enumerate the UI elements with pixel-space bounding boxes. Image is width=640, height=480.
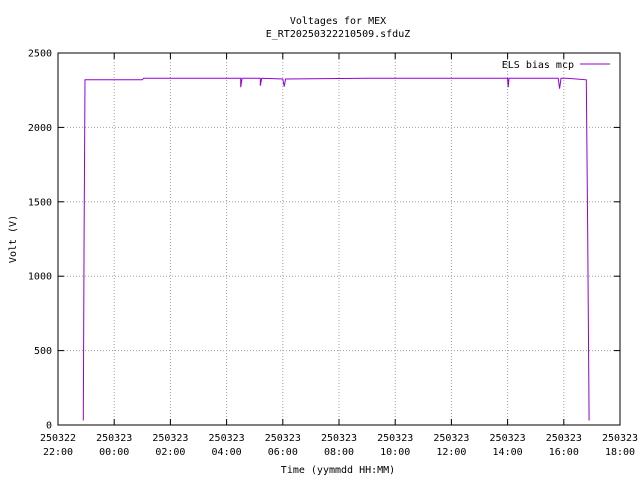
y-axis-ticks: 0 500 1000 1500 2000 2500 xyxy=(28,49,620,432)
x-tick-date-label: 250323 xyxy=(209,433,245,444)
x-tick-date-label: 250323 xyxy=(265,433,301,444)
series-line xyxy=(82,77,590,421)
x-tick-date-label: 250323 xyxy=(152,433,188,444)
series-group xyxy=(82,77,590,421)
x-tick-date-label: 250323 xyxy=(377,433,413,444)
x-tick-time-label: 10:00 xyxy=(380,447,410,458)
x-tick-date-label: 250323 xyxy=(490,433,526,444)
chart-subtitle: E_RT20250322210509.sfduZ xyxy=(266,29,411,40)
x-tick-time-label: 08:00 xyxy=(324,447,354,458)
grid xyxy=(58,53,620,425)
x-tick-date-label: 250323 xyxy=(546,433,582,444)
x-tick-time-label: 02:00 xyxy=(155,447,185,458)
x-tick-date-label: 250323 xyxy=(96,433,132,444)
y-tick-label: 0 xyxy=(46,421,52,432)
legend-label: ELS bias mcp xyxy=(502,60,574,71)
x-tick-time-label: 06:00 xyxy=(268,447,298,458)
x-tick-time-label: 18:00 xyxy=(605,447,635,458)
x-tick-time-label: 16:00 xyxy=(549,447,579,458)
x-tick-time-label: 14:00 xyxy=(493,447,523,458)
x-tick-time-label: 12:00 xyxy=(436,447,466,458)
y-tick-label: 500 xyxy=(34,346,52,357)
y-tick-label: 2000 xyxy=(28,123,52,134)
x-tick-time-label: 00:00 xyxy=(99,447,129,458)
chart-title: Voltages for MEX xyxy=(290,16,386,27)
x-tick-time-label: 22:00 xyxy=(43,447,73,458)
plot-border xyxy=(57,52,621,426)
x-tick-time-label: 04:00 xyxy=(212,447,242,458)
x-tick-date-label: 250323 xyxy=(321,433,357,444)
y-axis-label: Volt (V) xyxy=(8,215,19,263)
x-tick-date-label: 250322 xyxy=(40,433,76,444)
y-tick-label: 2500 xyxy=(28,49,52,60)
x-tick-date-label: 250323 xyxy=(602,433,638,444)
y-tick-label: 1500 xyxy=(28,197,52,208)
y-tick-label: 1000 xyxy=(28,272,52,283)
x-axis-ticks: 250322 22:00 250323 00:00 250323 02:00 250323 0… xyxy=(40,53,638,458)
x-tick-date-label: 250323 xyxy=(433,433,469,444)
x-axis-label: Time (yymmdd HH:MM) xyxy=(281,465,395,476)
